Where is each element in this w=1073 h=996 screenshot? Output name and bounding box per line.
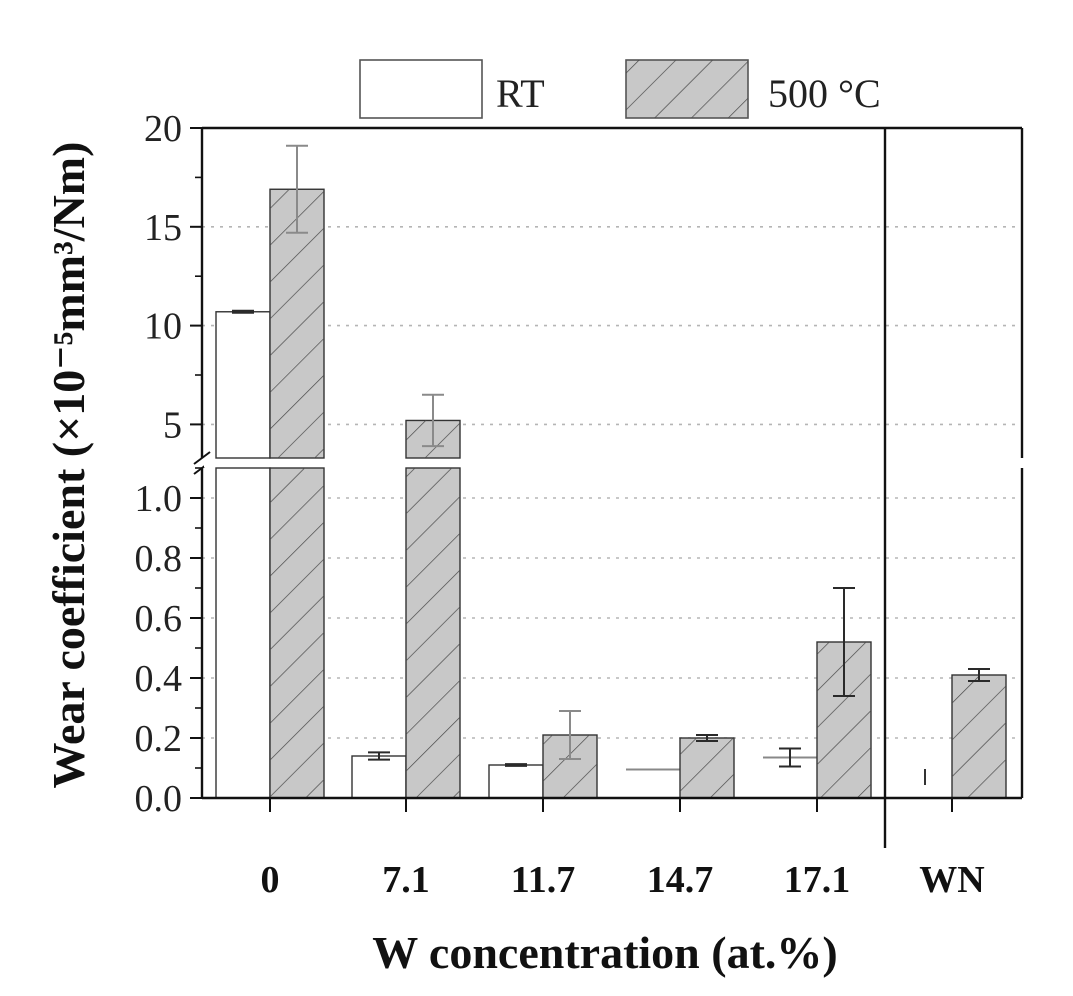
bar-500c-hatch: [406, 468, 460, 798]
error-bars: [232, 144, 990, 768]
y-tick-label: 0.0: [135, 778, 183, 820]
y-tick-label: 15: [144, 207, 182, 249]
legend-label-rt: RT: [496, 71, 545, 116]
gridlines: [202, 226, 1022, 739]
x-tick-label: 11.7: [511, 859, 575, 901]
x-tick-label: 0: [261, 859, 280, 901]
x-axis-title: W concentration (at.%): [372, 927, 837, 978]
y-tick-label: 1.0: [135, 478, 183, 520]
axes: [190, 126, 1024, 848]
legend-label-500c: 500 °C: [768, 71, 881, 116]
y-tick-label: 0.8: [135, 538, 183, 580]
bar-rt: [351, 755, 407, 799]
axis-break-gap: [204, 459, 1020, 467]
y-tick-label: 0.2: [135, 718, 183, 760]
bar-rt: [215, 311, 271, 459]
bar-rt: [215, 467, 271, 799]
y-tick-label: 0.4: [135, 658, 183, 700]
y-tick-label: 5: [163, 404, 182, 446]
bars: [215, 188, 1007, 799]
y-tick-label: 10: [144, 306, 182, 348]
axis-break-mark: [193, 451, 211, 465]
y-tick-label: 20: [144, 108, 182, 150]
legend-swatch-500c-hatch: [626, 60, 748, 118]
bar-rt: [488, 764, 544, 799]
legend: RT 500 °C: [359, 59, 881, 119]
x-tick-label: 17.1: [784, 859, 851, 901]
y-tick-label: 0.6: [135, 598, 183, 640]
bar-500c-hatch: [680, 738, 734, 798]
tick-labels: 0.0 0.2 0.4 0.6 0.8 1.0 5 10 15 20 0 7.1 11.7 14.7 17.…: [135, 108, 985, 901]
x-tick-label: 7.1: [382, 859, 430, 901]
y-axis-title: Wear coefficient (×10⁻⁵mm³/Nm): [43, 142, 94, 789]
x-tick-label: 14.7: [647, 859, 714, 901]
bar-500c-hatch: [952, 675, 1006, 798]
bar-500c-hatch: [270, 189, 324, 458]
x-tick-label: WN: [919, 859, 984, 901]
bar-500c-hatch: [270, 468, 324, 798]
legend-swatch-rt: [359, 59, 483, 119]
